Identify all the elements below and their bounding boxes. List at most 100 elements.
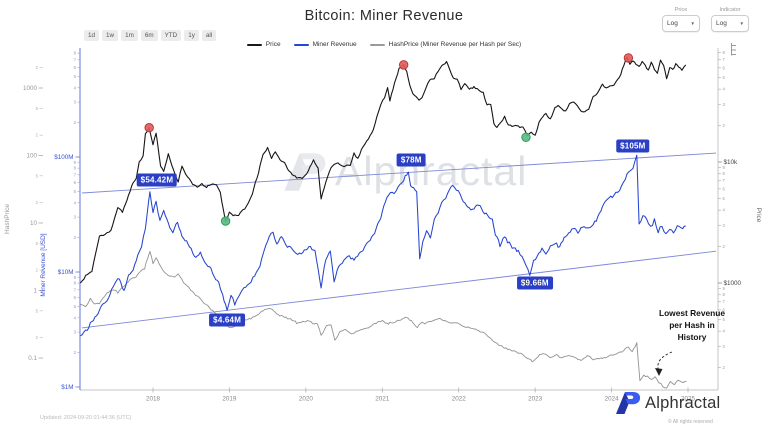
price-minor-tick: 7 xyxy=(723,299,726,304)
price-minor-tick: 4 xyxy=(723,87,726,92)
indicator-scale-control: Indicator Log ▼ xyxy=(711,7,749,32)
range-button-1d[interactable]: 1d xyxy=(84,30,100,42)
cycle-top-marker xyxy=(623,53,634,63)
range-button-1m[interactable]: 1m xyxy=(121,30,138,42)
range-button-6m[interactable]: 6m xyxy=(140,30,158,42)
series-hashprice xyxy=(80,250,687,389)
miner-revenue-minor-tick: 4 xyxy=(74,315,77,320)
hashprice-minor-tick: 5 xyxy=(36,241,39,246)
value-badge: $105M xyxy=(616,139,650,153)
hashprice-minor-tick: 2 xyxy=(36,200,39,205)
x-axis-year-label: 2018 xyxy=(146,396,161,403)
hashprice-tick-label: 100 xyxy=(26,153,37,160)
miner-revenue-minor-tick: 4 xyxy=(74,200,77,205)
cycle-bottom-marker xyxy=(220,216,231,226)
indicator-dropdown-label: Indicator xyxy=(719,7,741,13)
price-minor-tick: 8 xyxy=(723,171,726,176)
price-axis-title: Price xyxy=(755,208,762,223)
price-tick-label: $1000 xyxy=(724,280,742,287)
price-minor-tick: 9 xyxy=(723,286,726,291)
trend-line xyxy=(81,250,717,329)
miner-revenue-minor-tick: 6 xyxy=(74,65,77,70)
axis-scale-icon[interactable] xyxy=(729,42,740,57)
legend-item[interactable]: Miner Revenue xyxy=(293,41,357,48)
price-minor-tick: 2 xyxy=(723,123,726,128)
series-group xyxy=(80,56,717,389)
price-minor-tick: 6 xyxy=(723,186,726,191)
price-minor-tick: 7 xyxy=(723,57,726,62)
range-button-YTD[interactable]: YTD xyxy=(160,30,182,42)
series-miner-revenue xyxy=(80,154,686,337)
alphractal-watermark-logo-icon xyxy=(284,152,326,191)
price-minor-tick: 4 xyxy=(723,329,726,334)
x-axis-year-label: 2021 xyxy=(375,396,390,403)
legend-swatch xyxy=(369,43,385,46)
miner-revenue-minor-tick: 4 xyxy=(74,85,77,90)
price-scale-value: Log xyxy=(667,20,678,27)
hashprice-tick-label: 1 xyxy=(33,288,37,295)
lowest-hash-revenue-note: Lowest Revenue per Hash in History xyxy=(658,308,726,342)
legend-label: Miner Revenue xyxy=(312,41,357,48)
legend-item[interactable]: HashPrice (Miner Revenue per Hash per Se… xyxy=(369,41,522,48)
x-axis-year-label: 2023 xyxy=(528,396,543,403)
miner-revenue-minor-tick: 9 xyxy=(74,275,77,280)
series-price xyxy=(80,56,687,284)
chevron-down-icon: ▼ xyxy=(739,21,744,26)
miner-revenue-minor-tick: 7 xyxy=(74,172,77,177)
alphractal-logo-icon xyxy=(616,392,641,414)
miner-revenue-minor-tick: 2 xyxy=(74,235,77,240)
price-minor-tick: 8 xyxy=(723,292,726,297)
cycle-bottom-marker xyxy=(521,132,531,143)
hashprice-minor-tick: 5 xyxy=(36,308,39,313)
miner-revenue-minor-tick: 2 xyxy=(74,120,77,125)
hashprice-minor-tick: 5 xyxy=(36,173,39,178)
miner-revenue-minor-tick: 9 xyxy=(74,160,77,165)
x-axis-year-label: 2025 xyxy=(681,396,696,403)
miner-revenue-minor-tick: 7 xyxy=(74,287,77,292)
alphractal-brand: Alphractal xyxy=(614,391,720,415)
price-minor-tick: 6 xyxy=(723,65,726,70)
hashprice-minor-tick: 5 xyxy=(36,106,39,111)
price-minor-tick: 5 xyxy=(723,196,726,201)
x-axis-year-label: 2024 xyxy=(605,396,620,403)
page-title: Bitcoin: Miner Revenue xyxy=(304,8,464,24)
hashprice-axis-title: HashPrice xyxy=(4,204,11,234)
price-tick-label: $10k xyxy=(724,159,739,166)
price-minor-tick: 8 xyxy=(723,50,726,55)
miner-revenue-minor-tick: 8 xyxy=(74,51,77,56)
miner-revenue-minor-tick: 2 xyxy=(74,350,77,355)
miner-revenue-axis-title: Miner Revenue [USD] xyxy=(40,233,47,296)
chart-legend: Price Miner Revenue HashPrice (Miner Reven… xyxy=(0,41,768,48)
miner-revenue-minor-tick: 5 xyxy=(74,189,77,194)
legend-swatch xyxy=(246,43,262,46)
legend-swatch xyxy=(293,43,309,46)
x-axis-year-label: 2020 xyxy=(299,396,314,403)
range-button-all[interactable]: all xyxy=(201,30,217,42)
miner-revenue-tick-label: $1M xyxy=(61,384,73,391)
chevron-down-icon: ▼ xyxy=(690,21,695,26)
price-scale-control: Price Log ▼ xyxy=(662,7,700,32)
miner-revenue-tick-label: $100M xyxy=(54,154,73,161)
legend-item[interactable]: Price xyxy=(246,41,281,48)
miner-revenue-minor-tick: 8 xyxy=(74,166,77,171)
range-button-1y[interactable]: 1y xyxy=(184,30,199,42)
cycle-top-marker xyxy=(398,60,409,70)
miner-revenue-minor-tick: 3 xyxy=(74,100,77,105)
hashprice-minor-tick: 2 xyxy=(36,133,39,138)
miner-revenue-minor-tick: 3 xyxy=(74,330,77,335)
miner-revenue-minor-tick: 8 xyxy=(74,281,77,286)
indicator-scale-dropdown[interactable]: Log ▼ xyxy=(711,15,749,32)
cycle-top-marker xyxy=(144,123,154,133)
legend-label: HashPrice (Miner Revenue per Hash per Se… xyxy=(388,41,522,48)
miner-revenue-tick-label: $10M xyxy=(58,269,74,276)
range-button-1w[interactable]: 1w xyxy=(102,30,119,42)
price-minor-tick: 3 xyxy=(723,102,726,107)
hashprice-minor-tick: 2 xyxy=(36,335,39,340)
price-minor-tick: 3 xyxy=(723,223,726,228)
price-minor-tick: 9 xyxy=(723,165,726,170)
hashprice-minor-tick: 2 xyxy=(36,65,39,70)
price-minor-tick: 4 xyxy=(723,208,726,213)
price-scale-dropdown[interactable]: Log ▼ xyxy=(662,15,700,32)
miner-revenue-minor-tick: 5 xyxy=(74,304,77,309)
